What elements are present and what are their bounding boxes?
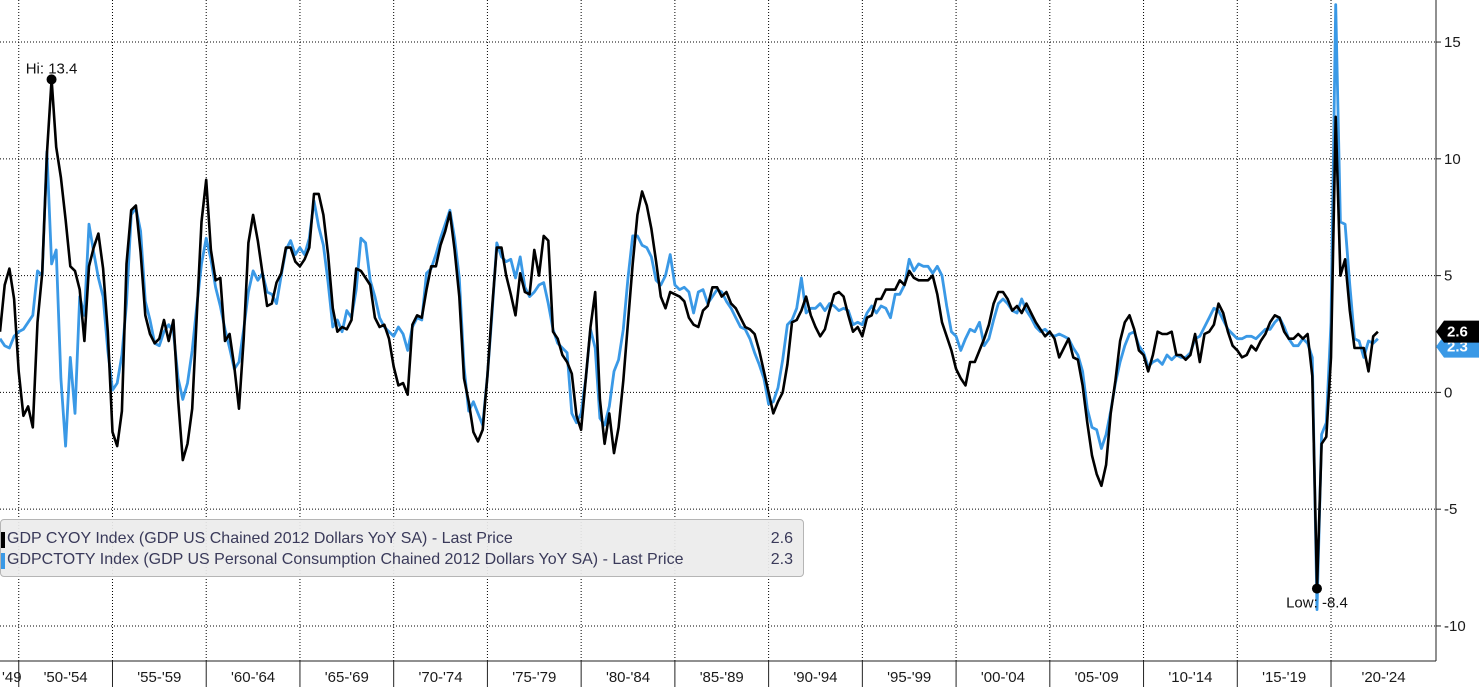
last-price-tags: 2.32.6	[1436, 320, 1479, 358]
low-marker	[1311, 583, 1322, 594]
high-marker	[46, 74, 57, 85]
chart-legend: GDP CYOY Index (GDP US Chained 2012 Doll…	[0, 519, 804, 577]
last-tag-gdp: 2.6	[1436, 320, 1479, 343]
legend-value-consumption: 2.3	[770, 551, 793, 568]
x-tick-label: '60-'64	[231, 669, 275, 686]
x-tick-label: '10-'14	[1168, 669, 1212, 686]
legend-entry-gdp: GDP CYOY Index (GDP US Chained 2012 Doll…	[1, 529, 801, 551]
series-lines	[0, 3, 1379, 611]
y-tick-label: 0	[1444, 384, 1452, 401]
x-tick-label: '70-'74	[419, 669, 463, 686]
last-tag-consumption-text: 2.3	[1447, 339, 1468, 356]
x-tick-label: '00-'04	[981, 669, 1025, 686]
x-tick-label: '15-'19	[1262, 669, 1306, 686]
x-tick-label: '55-'59	[137, 669, 181, 686]
last-tag-gdp-box	[1436, 320, 1479, 343]
y-tick-label: 5	[1444, 268, 1452, 285]
high-low-annotations: Hi: 13.4 Low: -8.4	[26, 60, 1348, 611]
y-tick-label: 15	[1444, 34, 1461, 51]
x-tick-label: '05-'09	[1075, 669, 1119, 686]
y-tick-label: 10	[1444, 151, 1461, 168]
y-tick-label: -10	[1444, 618, 1466, 635]
high-label: Hi: 13.4	[26, 60, 78, 77]
last-tag-gdp-text: 2.6	[1447, 324, 1468, 341]
horizontal-gridlines	[0, 41, 1436, 627]
legend-entry-consumption: GDPCTOTY Index (GDP US Personal Consumpt…	[1, 550, 801, 572]
legend-label-consumption: GDPCTOTY Index (GDP US Personal Consumpt…	[7, 551, 684, 568]
legend-label-gdp: GDP CYOY Index (GDP US Chained 2012 Doll…	[7, 530, 513, 547]
legend-swatch-gdp	[1, 532, 5, 548]
x-axis-tick-labels: '49 '50-'54 '55-'59 '60-'64 '65-'69 '70-'74 '7…	[2, 661, 1406, 687]
legend-swatch-consumption	[1, 553, 5, 569]
x-tick-label: '50-'54	[44, 669, 88, 686]
x-tick-label: '75-'79	[512, 669, 556, 686]
x-tick-label: '90-'94	[793, 669, 837, 686]
legend-value-gdp: 2.6	[770, 530, 793, 547]
y-axis-tick-labels: 15 10 5 0 -5 -10	[1436, 34, 1466, 635]
x-tick-label: '80-'84	[606, 669, 650, 686]
series-line-gdp	[0, 78, 1379, 590]
x-tick-label: '85-'89	[700, 669, 744, 686]
low-label: Low: -8.4	[1286, 595, 1348, 612]
x-tick-label: '95-'99	[887, 669, 931, 686]
y-tick-label: -5	[1444, 501, 1457, 518]
x-tick-label: '49	[2, 669, 22, 686]
x-tick-label: '65-'69	[325, 669, 369, 686]
x-tick-label: '20-'24	[1361, 669, 1405, 686]
